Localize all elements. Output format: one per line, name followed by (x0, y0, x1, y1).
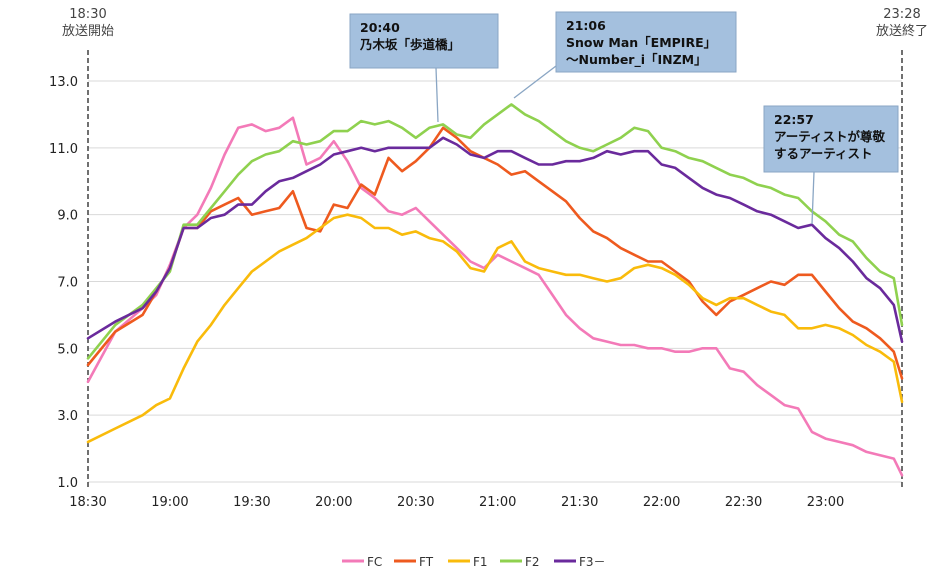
callout-line: するアーティスト (774, 146, 873, 161)
series-line-F2 (86, 103, 904, 360)
y-tick-label: 5.0 (57, 342, 78, 357)
series-line-F1 (86, 213, 904, 444)
y-tick-label: 1.0 (57, 476, 78, 491)
callout-box (349, 13, 499, 69)
y-tick-label: 11.0 (49, 142, 78, 157)
callout-line: アーティストが尊敬 (774, 129, 886, 144)
y-tick-label: 13.0 (49, 75, 78, 90)
x-tick-label: 22:00 (643, 495, 680, 510)
x-tick-label: 19:00 (151, 495, 188, 510)
legend-label-F1: F1 (473, 555, 488, 569)
legend-label-FT: FT (419, 555, 434, 569)
series-lines (86, 103, 904, 477)
legend-label-FC: FC (367, 555, 382, 569)
series-line-FC (86, 116, 904, 477)
callout-box (763, 105, 899, 173)
x-tick-label: 20:00 (315, 495, 352, 510)
series-line-F3－ (86, 136, 904, 343)
legend: FC FT F1 F2 F3－ (342, 555, 606, 569)
x-tick-label: 21:00 (479, 495, 516, 510)
x-tick-label: 20:30 (397, 495, 434, 510)
x-tick-label: 23:00 (807, 495, 844, 510)
callout-line: 21:06 (566, 18, 606, 33)
broadcast-marker-label: 放送終了 (876, 23, 928, 39)
y-tick-label: 3.0 (57, 409, 78, 424)
y-tick-label: 7.0 (57, 276, 78, 291)
axes: 1.0 3.0 5.0 7.0 9.0 11.0 13.0 18:30 19:00 19:30 20… (49, 75, 844, 510)
x-tick-label: 22:30 (725, 495, 762, 510)
x-tick-label: 18:30 (69, 495, 106, 510)
broadcast-marker-label: 放送開始 (62, 24, 114, 39)
x-tick-label: 19:30 (233, 495, 270, 510)
callout-line: 20:40 (360, 20, 400, 35)
callout-leader (435, 67, 439, 123)
callout-line: 乃木坂「歩道橋」 (359, 37, 460, 52)
callout-line: 〜Number_i「INZM」 (566, 52, 707, 68)
callout-leader (513, 65, 557, 99)
callout-line: Snow Man「EMPIRE」 (566, 35, 716, 50)
callout-line: 22:57 (774, 112, 814, 127)
callout-leader (811, 171, 815, 225)
y-tick-label: 9.0 (57, 209, 78, 224)
legend-label-F3－: F3－ (579, 555, 606, 569)
legend-label-F2: F2 (525, 555, 540, 569)
callouts: 20:40 乃木坂「歩道橋」 21:06 Snow Man「EMPIRE」〜Numbe… (349, 11, 899, 225)
callout-box (555, 11, 737, 73)
series-line-FT (86, 126, 904, 380)
broadcast-marker-time: 18:30 (69, 7, 106, 22)
broadcast-marker-time: 23:28 (883, 7, 920, 22)
x-tick-label: 21:30 (561, 495, 598, 510)
